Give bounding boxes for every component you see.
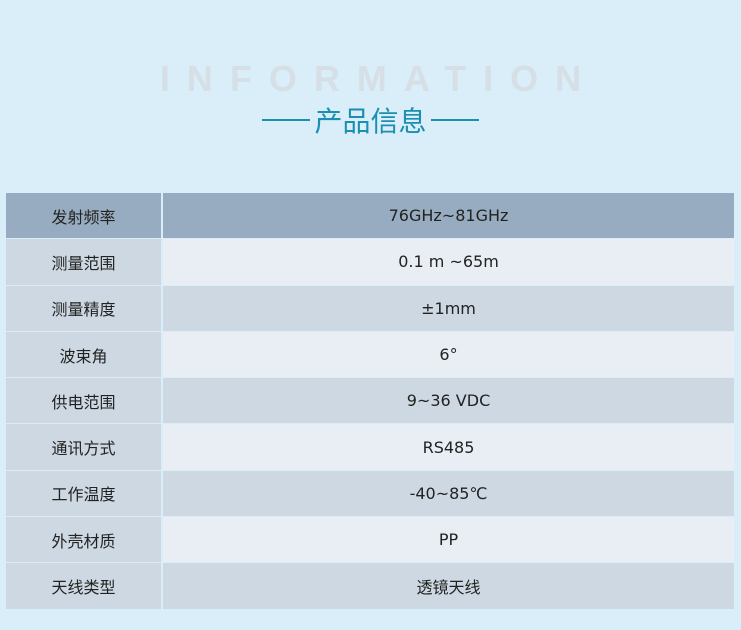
- spec-label: 外壳材质: [6, 517, 161, 563]
- spec-table: 发射频率 76GHz~81GHz 测量范围 0.1 m ~65m 测量精度 ±1mm …: [6, 193, 734, 610]
- spec-value: 透镜天线: [163, 563, 734, 609]
- table-row: 发射频率 76GHz~81GHz: [6, 193, 734, 239]
- title-left-line: [262, 119, 311, 121]
- spec-label: 工作温度: [6, 470, 161, 517]
- section-title: 产品信息: [0, 100, 741, 140]
- title-right-line: [430, 119, 479, 121]
- spec-value: 76GHz~81GHz: [163, 193, 734, 239]
- spec-value: 6°: [163, 331, 734, 378]
- table-row: 天线类型 透镜天线: [6, 563, 734, 609]
- table-row: 供电范围 9~36 VDC: [6, 378, 734, 424]
- spec-label: 测量范围: [6, 239, 161, 285]
- spec-label: 通讯方式: [6, 424, 161, 470]
- spec-label: 测量精度: [6, 285, 161, 331]
- table-row: 波束角 6°: [6, 331, 734, 378]
- spec-label: 天线类型: [6, 563, 161, 609]
- chinese-heading: 产品信息: [314, 105, 427, 138]
- spec-value: ±1mm: [163, 285, 734, 331]
- spec-value: -40~85℃: [163, 470, 734, 517]
- spec-value: PP: [163, 517, 734, 563]
- spec-value: RS485: [163, 424, 734, 470]
- table-row: 测量范围 0.1 m ~65m: [6, 239, 734, 285]
- spec-label: 发射频率: [6, 193, 161, 239]
- spec-label: 波束角: [6, 331, 161, 378]
- table-row: 通讯方式 RS485: [6, 424, 734, 470]
- table-row: 外壳材质 PP: [6, 517, 734, 563]
- spec-label: 供电范围: [6, 378, 161, 424]
- table-row: 工作温度 -40~85℃: [6, 470, 734, 517]
- english-heading: INFORMATION: [159, 58, 599, 99]
- spec-value: 9~36 VDC: [163, 378, 734, 424]
- spec-value: 0.1 m ~65m: [163, 239, 734, 285]
- table-row: 测量精度 ±1mm: [6, 285, 734, 331]
